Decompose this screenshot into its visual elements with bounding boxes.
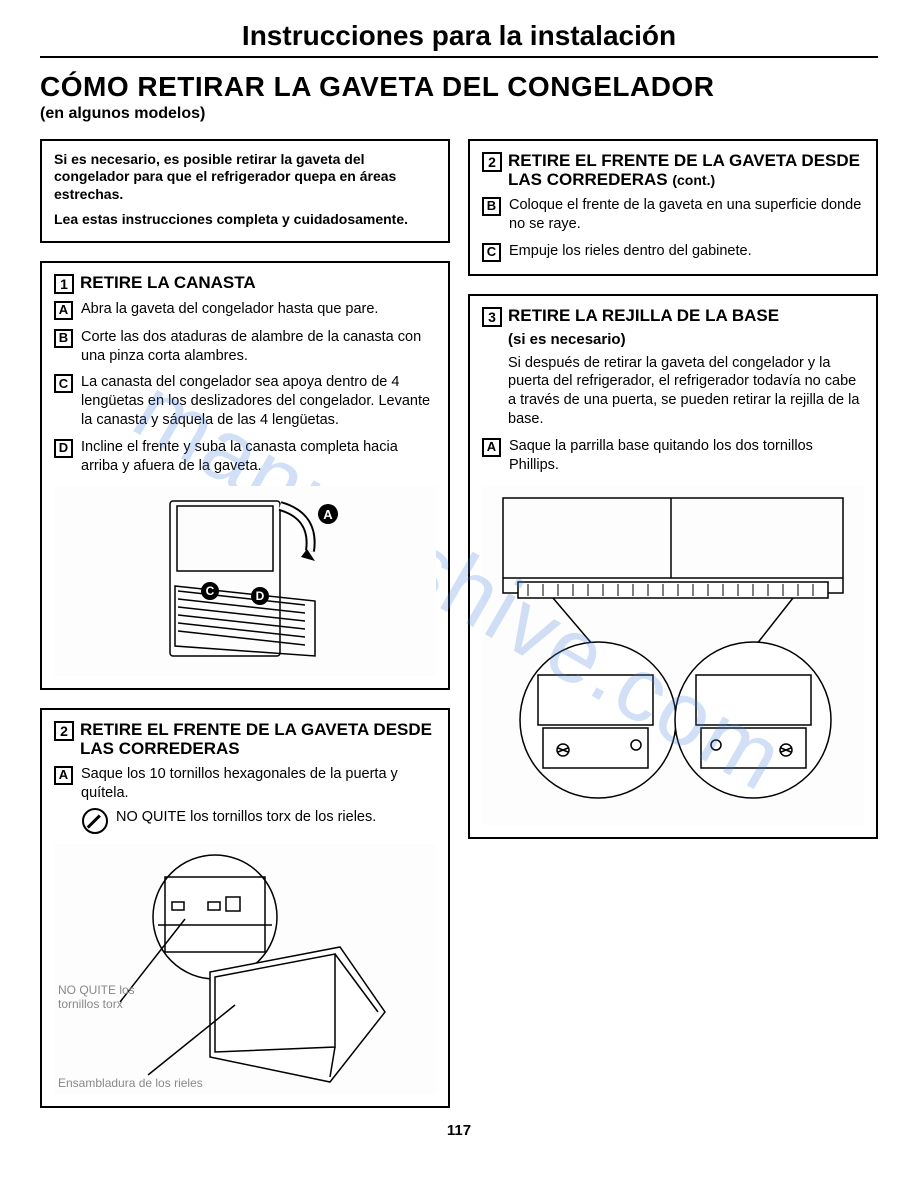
step1-title: 1 RETIRE LA CANASTA bbox=[54, 273, 436, 294]
step2a-list: A Saque los 10 tornillos hexagonales de … bbox=[54, 765, 436, 803]
warning-text: NO QUITE los tornillos torx de los riele… bbox=[116, 808, 376, 827]
label-rail: Ensambladura de los rieles bbox=[58, 1077, 203, 1090]
step3-box: 3 RETIRE LA REJILLA DE LA BASE (si es ne… bbox=[468, 294, 878, 839]
list-item: B Corte las dos ataduras de alambre de l… bbox=[54, 328, 436, 366]
step3-title: 3 RETIRE LA REJILLA DE LA BASE bbox=[482, 306, 864, 327]
list-item: A Saque los 10 tornillos hexagonales de … bbox=[54, 765, 436, 803]
cont-label: (cont.) bbox=[672, 172, 715, 188]
callout-c: C bbox=[206, 584, 215, 598]
item-text: Corte las dos ataduras de alambre de la … bbox=[81, 328, 436, 366]
list-item: D Incline el frente y suba la canasta co… bbox=[54, 438, 436, 476]
step2b-list: B Coloque el frente de la gaveta en una … bbox=[482, 196, 864, 262]
step2b-box: 2 RETIRE EL FRENTE DE LA GAVETA DESDE LA… bbox=[468, 139, 878, 276]
item-text: Incline el frente y suba la canasta comp… bbox=[81, 438, 436, 476]
step3-subtitle: (si es necesario) bbox=[508, 331, 864, 348]
step2a-title-text: RETIRE EL FRENTE DE LA GAVETA DESDE LAS … bbox=[80, 720, 436, 759]
right-column: 2 RETIRE EL FRENTE DE LA GAVETA DESDE LA… bbox=[468, 139, 878, 1109]
step2b-number: 2 bbox=[482, 152, 502, 172]
step1-diagram: A C D bbox=[54, 486, 436, 676]
letter-marker: A bbox=[54, 301, 73, 320]
item-text: Empuje los rieles dentro del gabinete. bbox=[509, 242, 864, 261]
main-title: CÓMO RETIRAR LA GAVETA DEL CONGELADOR bbox=[40, 72, 878, 103]
list-item: B Coloque el frente de la gaveta en una … bbox=[482, 196, 864, 234]
list-item: A Saque la parrilla base quitando los do… bbox=[482, 437, 864, 475]
item-text: Saque los 10 tornillos hexagonales de la… bbox=[81, 765, 436, 803]
step1-list: A Abra la gaveta del congelador hasta qu… bbox=[54, 300, 436, 476]
step2a-title: 2 RETIRE EL FRENTE DE LA GAVETA DESDE LA… bbox=[54, 720, 436, 759]
step2a-number: 2 bbox=[54, 721, 74, 741]
intro-p1: Si es necesario, es posible retirar la g… bbox=[54, 151, 436, 204]
letter-marker: C bbox=[54, 374, 73, 393]
letter-marker: B bbox=[54, 329, 73, 348]
list-item: C La canasta del congelador sea apoya de… bbox=[54, 373, 436, 430]
step1-box: 1 RETIRE LA CANASTA A Abra la gaveta del… bbox=[40, 261, 450, 690]
step1-title-text: RETIRE LA CANASTA bbox=[80, 273, 436, 293]
content-columns: Si es necesario, es posible retirar la g… bbox=[40, 139, 878, 1109]
letter-marker: A bbox=[54, 766, 73, 785]
page-header: Instrucciones para la instalación bbox=[40, 20, 878, 58]
item-text: Abra la gaveta del congelador hasta que … bbox=[81, 300, 436, 319]
subtitle: (en algunos modelos) bbox=[40, 105, 878, 123]
step1-number: 1 bbox=[54, 274, 74, 294]
step2a-diagram: NO QUITE los tornillos torx Ensambladura… bbox=[54, 844, 436, 1094]
list-item: C Empuje los rieles dentro del gabinete. bbox=[482, 242, 864, 262]
prohibit-icon bbox=[82, 808, 108, 834]
intro-box: Si es necesario, es posible retirar la g… bbox=[40, 139, 450, 243]
step2a-box: 2 RETIRE EL FRENTE DE LA GAVETA DESDE LA… bbox=[40, 708, 450, 1109]
step2b-title-text: RETIRE EL FRENTE DE LA GAVETA DESDE LAS … bbox=[508, 151, 864, 190]
step3-list: A Saque la parrilla base quitando los do… bbox=[482, 437, 864, 475]
step3-desc: Si después de retirar la gaveta del cong… bbox=[508, 354, 864, 429]
left-column: Si es necesario, es posible retirar la g… bbox=[40, 139, 450, 1109]
list-item: A Abra la gaveta del congelador hasta qu… bbox=[54, 300, 436, 320]
letter-marker: D bbox=[54, 439, 73, 458]
warning-row: NO QUITE los tornillos torx de los riele… bbox=[82, 808, 436, 834]
intro-p2: Lea estas instrucciones completa y cuida… bbox=[54, 211, 436, 229]
step2b-title: 2 RETIRE EL FRENTE DE LA GAVETA DESDE LA… bbox=[482, 151, 864, 190]
label-torx: NO QUITE los tornillos torx bbox=[58, 984, 148, 1010]
item-text: Saque la parrilla base quitando los dos … bbox=[509, 437, 864, 475]
step3-title-text: RETIRE LA REJILLA DE LA BASE bbox=[508, 306, 864, 326]
callout-a: A bbox=[323, 507, 333, 522]
step3-diagram bbox=[482, 485, 864, 825]
step3-number: 3 bbox=[482, 307, 502, 327]
letter-marker: B bbox=[482, 197, 501, 216]
page-number: 117 bbox=[40, 1122, 878, 1139]
item-text: La canasta del congelador sea apoya dent… bbox=[81, 373, 436, 430]
callout-d: D bbox=[256, 589, 265, 603]
letter-marker: C bbox=[482, 243, 501, 262]
letter-marker: A bbox=[482, 438, 501, 457]
item-text: Coloque el frente de la gaveta en una su… bbox=[509, 196, 864, 234]
